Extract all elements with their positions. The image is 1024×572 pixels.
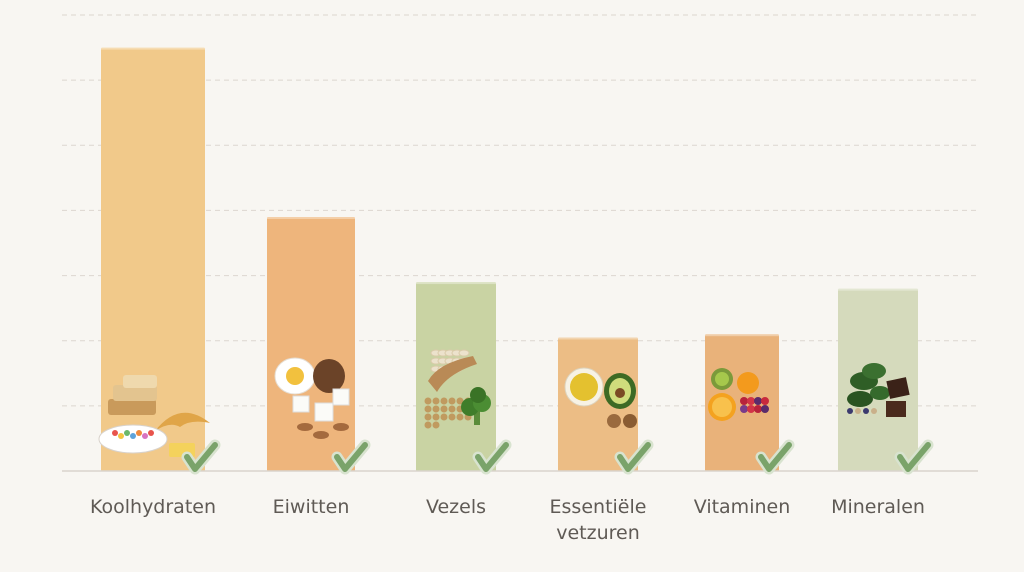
oil-avocado-walnut-icon <box>564 367 637 428</box>
bar-3 <box>416 282 496 471</box>
bar-highlight <box>416 282 496 285</box>
category-label-koolhydraten: Koolhydraten <box>89 496 217 518</box>
greens-chocolate-icon <box>847 363 910 417</box>
bar-2 <box>267 216 355 471</box>
category-label-vitaminen: Vitaminen <box>693 496 791 518</box>
bar-highlight <box>838 288 918 291</box>
fruit-icon <box>708 368 769 421</box>
bar-1 <box>101 47 205 471</box>
check-icon <box>181 439 221 475</box>
bars <box>98 47 918 471</box>
bar-highlight <box>267 216 355 219</box>
egg-tofu-nuts-icon <box>274 357 350 439</box>
category-label-mineralen: Mineralen <box>831 496 925 518</box>
bread-pasta-cereal-icon <box>98 375 210 457</box>
category-label-eiwitten: Eiwitten <box>272 496 350 518</box>
bar-6 <box>838 288 918 471</box>
check-icon <box>614 439 654 475</box>
bar-highlight <box>558 337 638 340</box>
check-icon <box>331 439 371 475</box>
grains-broccoli-icon <box>424 349 491 429</box>
check-icon <box>472 439 512 475</box>
bar-highlight <box>101 47 205 50</box>
check-marks <box>181 439 934 475</box>
category-label-vezels: Vezels <box>425 496 487 518</box>
category-label-essentiele-vetzuren: Essentiële vetzuren <box>549 496 647 544</box>
check-icon <box>894 439 934 475</box>
bar-highlight <box>705 334 779 337</box>
check-icon <box>755 439 795 475</box>
